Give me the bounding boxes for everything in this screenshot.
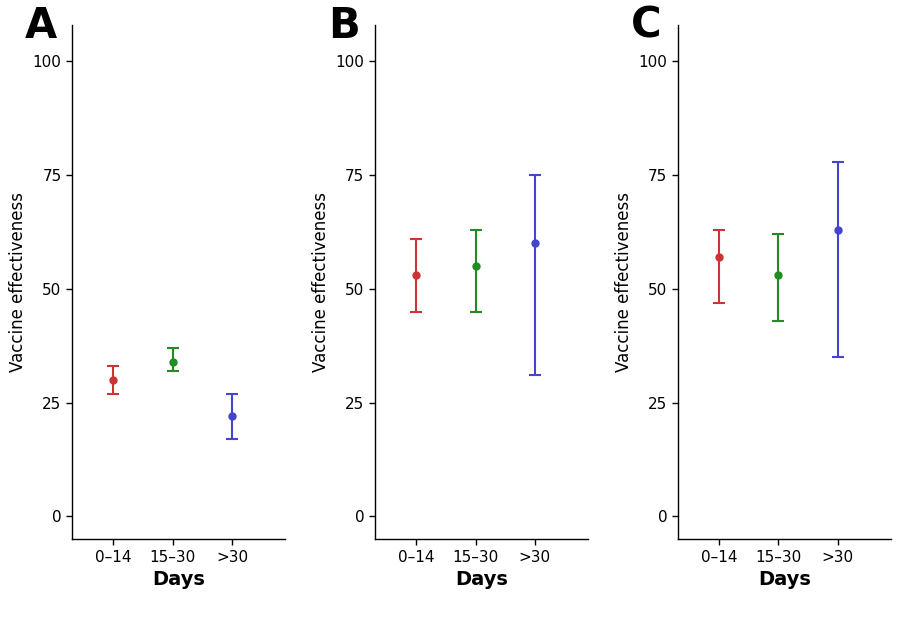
Y-axis label: Vaccine effectiveness: Vaccine effectiveness [615, 192, 633, 372]
Text: B: B [328, 4, 360, 46]
Y-axis label: Vaccine effectiveness: Vaccine effectiveness [312, 192, 330, 372]
X-axis label: Days: Days [152, 570, 205, 589]
Y-axis label: Vaccine effectiveness: Vaccine effectiveness [9, 192, 27, 372]
X-axis label: Days: Days [758, 570, 811, 589]
Text: C: C [631, 4, 662, 46]
Text: A: A [25, 4, 58, 46]
X-axis label: Days: Days [455, 570, 508, 589]
